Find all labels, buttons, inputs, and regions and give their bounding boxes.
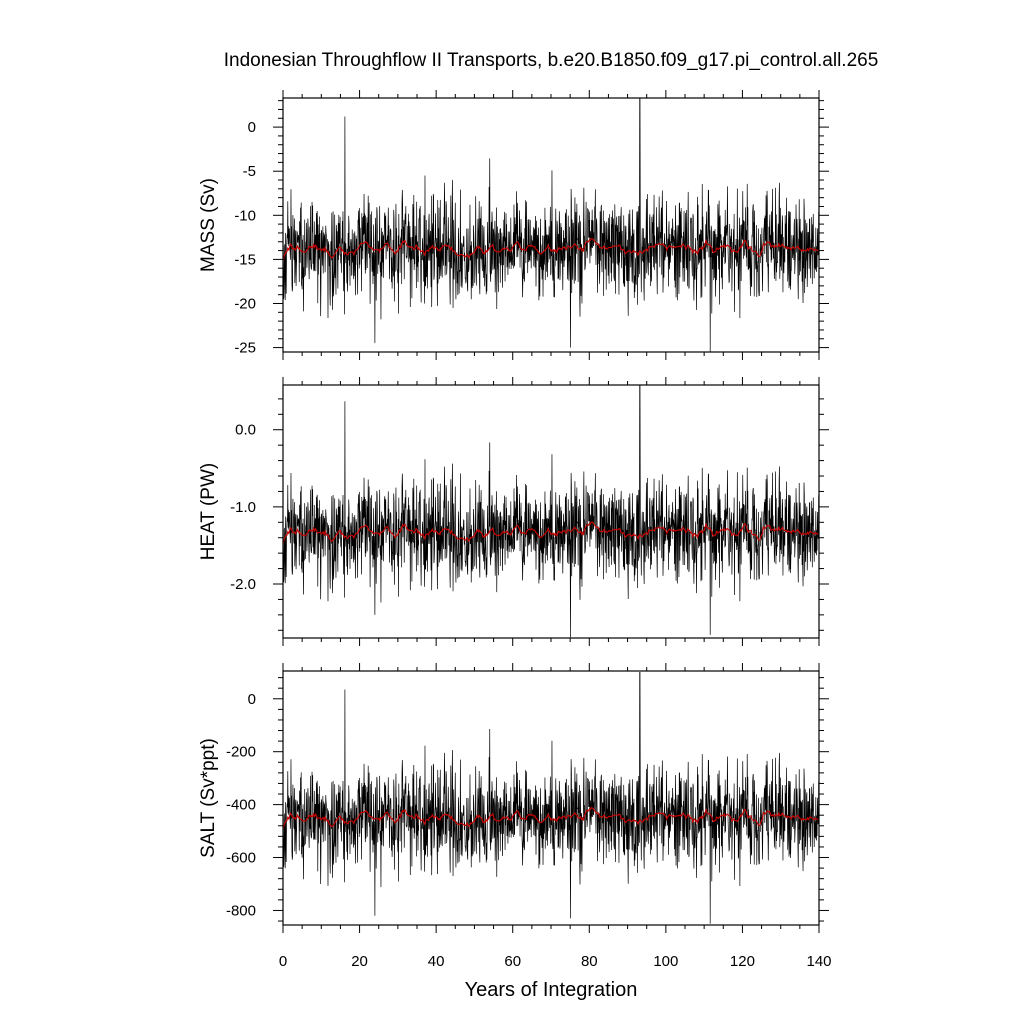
series-line-annual <box>282 521 819 545</box>
x-tick-label: 140 <box>806 953 831 970</box>
x-tick-label: 80 <box>581 953 598 970</box>
panel-2: 0.0 -1.0 -2.0 HEAT (PW) <box>198 377 829 646</box>
series-line-monthly <box>282 98 820 353</box>
y-tick-label: -400 <box>226 797 256 814</box>
x-tick-label: 120 <box>730 953 755 970</box>
y-tick-label: -20 <box>234 295 256 312</box>
x-axis-title: Years of Integration <box>465 979 638 1001</box>
y-tick-label: -15 <box>234 251 256 268</box>
y-tick-label: -25 <box>234 340 256 357</box>
y-tick-label: -200 <box>226 744 256 761</box>
y-axis-title: MASS (Sv) <box>198 178 219 272</box>
y-tick-label: -5 <box>243 163 256 180</box>
x-axis: 0 20 40 60 80 100 120 140 <box>279 953 832 970</box>
y-tick-label: 0 <box>248 691 256 708</box>
y-axis-title: HEAT (PW) <box>198 463 219 560</box>
series-line-monthly <box>282 385 820 638</box>
y-tick-label: 0 <box>248 119 256 136</box>
x-tick-label: 40 <box>428 953 445 970</box>
y-axis-title: SALT (Sv*ppt) <box>198 738 219 858</box>
x-tick-label: 60 <box>504 953 521 970</box>
x-tick-label: 100 <box>653 953 678 970</box>
series-line-monthly <box>282 671 820 924</box>
panel-3: 0 -200 -400 -600 -800 SALT (Sv*ppt) <box>198 663 829 933</box>
y-tick-label: -1.0 <box>230 499 256 516</box>
y-tick-label: -10 <box>234 207 256 224</box>
y-tick-label: -2.0 <box>230 576 256 593</box>
y-tick-label: -600 <box>226 850 256 867</box>
y-tick-label: 0.0 <box>235 422 256 439</box>
y-tick-label: -800 <box>226 902 256 919</box>
x-tick-label: 0 <box>279 953 287 970</box>
panels: 0 -5 -10 -15 -20 -25 MASS (Sv) 0.0 -1.0 -2.0 HEAT … <box>198 90 829 933</box>
chart-title: Indonesian Throughflow II Transports, b.… <box>224 50 879 71</box>
series-line-annual <box>282 237 819 262</box>
x-tick-label: 20 <box>351 953 368 970</box>
panel-1: 0 -5 -10 -15 -20 -25 MASS (Sv) <box>198 90 829 360</box>
series-line-annual <box>282 806 819 831</box>
